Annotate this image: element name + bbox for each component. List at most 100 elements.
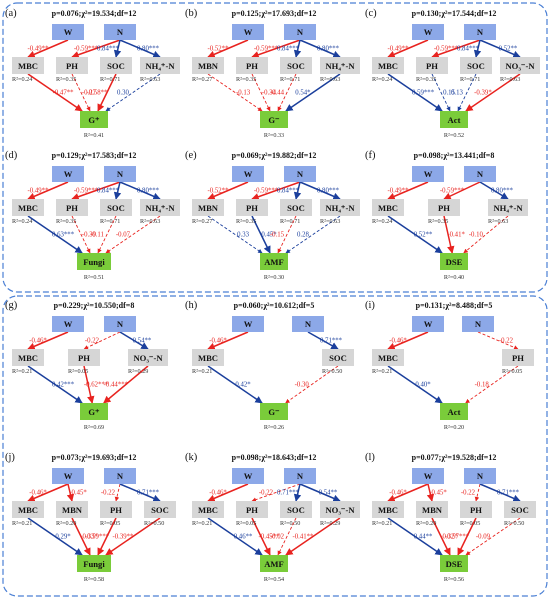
mediator-box xyxy=(140,199,180,216)
response-box xyxy=(440,111,468,128)
driver-label: W xyxy=(64,27,73,37)
model-fit-header: p=0.229;χ²=10.550;df=8 xyxy=(54,301,135,310)
path-coefficient: 0.45* xyxy=(261,232,277,239)
path-N-m3 xyxy=(299,181,341,200)
driver-box-W xyxy=(52,468,84,484)
mediator-label: MBC xyxy=(18,505,38,515)
mediator-r2: R²=0.63 xyxy=(140,218,160,225)
path-W-m0 xyxy=(207,39,249,58)
path-coefficient: 0.46** xyxy=(234,534,253,541)
mediator-box xyxy=(372,501,404,518)
driver-box-W xyxy=(232,24,264,40)
response-r2: R²=0.30 xyxy=(264,274,284,281)
driver-box-N xyxy=(284,468,316,484)
path-coefficient: -0.49** xyxy=(388,188,410,195)
mediator-label: NO₃⁻-N xyxy=(133,353,163,363)
model-fit-header: p=0.098;χ²=13.441;df=8 xyxy=(414,151,495,160)
driver-box-N xyxy=(104,166,136,182)
driver-label: W xyxy=(64,169,73,179)
path-m3-R xyxy=(105,73,161,112)
path-m1-R xyxy=(443,215,455,254)
path-m2-R xyxy=(277,517,297,556)
driver-box-W xyxy=(412,468,444,484)
mediator-label: MBC xyxy=(378,61,398,71)
path-N-m3 xyxy=(479,483,521,502)
mediator-label: PH xyxy=(246,505,258,515)
response-r2: R²=0.69 xyxy=(84,424,104,431)
path-coefficient: -0.47** xyxy=(53,90,75,97)
path-coefficient: -0.45* xyxy=(429,490,447,497)
path-N-m3 xyxy=(119,39,161,58)
response-label: Fungi xyxy=(83,559,105,569)
path-coefficient: -0.52** xyxy=(208,188,230,195)
path-m0-R xyxy=(27,73,83,112)
path-coefficient: -0.34 xyxy=(262,90,277,97)
path-coefficient: -0.10 xyxy=(469,232,484,239)
mediator-box xyxy=(100,199,132,216)
response-box xyxy=(260,111,288,128)
mediator-label: MBN xyxy=(62,505,83,515)
mediator-box xyxy=(372,199,404,216)
mediator-box xyxy=(236,501,268,518)
path-coefficient: 0.84*** xyxy=(277,188,300,195)
mediator-label: NH₄⁺-N xyxy=(145,61,175,71)
driver-label: N xyxy=(477,169,484,179)
path-N-m1 xyxy=(71,39,121,59)
driver-box-W xyxy=(232,468,264,484)
response-label: G⁺ xyxy=(88,407,100,417)
path-N-m3 xyxy=(119,483,161,502)
driver-box-W xyxy=(412,316,444,332)
path-W-m0 xyxy=(387,181,429,200)
path-coefficient: 0.84*** xyxy=(97,188,120,195)
path-m1-R xyxy=(465,365,519,404)
response-box xyxy=(440,253,468,270)
driver-label: N xyxy=(117,319,124,329)
driver-box-N xyxy=(464,468,496,484)
mediator-r2: R²=0.29 xyxy=(128,368,148,375)
mediator-label: MBC xyxy=(18,61,38,71)
path-coefficient: 0.63*** xyxy=(52,232,75,239)
path-coefficient: -0.52** xyxy=(208,46,230,53)
mediator-label: MBC xyxy=(18,203,38,213)
path-coefficient: -0.46* xyxy=(209,490,227,497)
path-m1-R xyxy=(431,73,451,112)
mediator-r2: R²=0.50 xyxy=(144,520,164,527)
path-coefficient: -0.46* xyxy=(29,338,47,345)
path-W-m1 xyxy=(426,483,435,502)
driver-label: W xyxy=(64,471,73,481)
mediator-label: NH₄⁺-N xyxy=(325,61,355,71)
response-box xyxy=(77,253,111,270)
mediator-label: SOC xyxy=(287,203,305,213)
mediator-r2: R²=0.20 xyxy=(416,520,436,527)
model-fit-header: p=0.131;χ²=8.488;df=5 xyxy=(416,301,493,310)
path-coefficient: -0.57*** xyxy=(445,534,470,541)
path-m0-R xyxy=(27,365,83,404)
panel-i: -0.46* -0.22 0.40* -0.18 p=0.131;χ²=8.488;df… xyxy=(365,300,534,431)
driver-box-N xyxy=(104,468,136,484)
mediator-box xyxy=(68,349,100,366)
path-coefficient: -0.46* xyxy=(209,338,227,345)
mediator-r2: R²=0.21 xyxy=(372,368,392,375)
panel-j: -0.46* -0.45* -0.22 0.71*** 0.29* -0.33*-0.59… xyxy=(5,452,176,583)
response-box xyxy=(260,403,288,420)
panel-h: -0.46* 0.71*** 0.42* -0.30 p=0.060;χ²=10.612… xyxy=(185,300,354,431)
mediator-label: MBC xyxy=(198,353,218,363)
path-m1-R xyxy=(431,517,451,556)
path-coefficient: -0.44*** xyxy=(104,382,129,389)
path-coefficient: 0.44** xyxy=(414,534,433,541)
path-coefficient: -0.15 xyxy=(270,232,285,239)
panel-l: -0.46* -0.45* -0.22 0.71*** 0.44** -0.32*-0.5… xyxy=(365,452,536,583)
driver-label: W xyxy=(424,471,433,481)
path-coefficient: 0.28 xyxy=(297,232,309,239)
path-coefficient: 0.80*** xyxy=(317,188,340,195)
mediator-label: PH xyxy=(246,61,258,71)
path-N-m2 xyxy=(473,39,482,58)
driver-box-N xyxy=(462,316,494,332)
path-coefficient: -0.59*** xyxy=(254,188,279,195)
path-N-m2 xyxy=(479,181,509,200)
driver-label: N xyxy=(477,27,484,37)
path-coefficient: 0.80*** xyxy=(137,188,160,195)
path-coefficient: -0.09 xyxy=(476,534,491,541)
path-N-m1 xyxy=(83,331,121,350)
